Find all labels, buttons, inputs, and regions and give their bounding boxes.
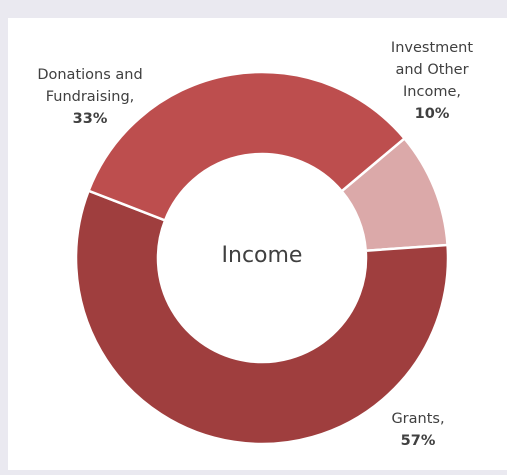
slice-2: [86, 70, 407, 223]
slice-label-line: Donations and: [37, 67, 142, 83]
slice-value-label: 10%: [415, 106, 450, 122]
slice-value-label: 57%: [401, 433, 436, 449]
slice-label-line: and Other: [395, 62, 468, 78]
slice-label-1: Grants, 57%: [391, 411, 444, 449]
slice-value-label: 33%: [73, 111, 108, 127]
center-title: Income: [222, 243, 303, 268]
slice-label-line: Fundraising,: [46, 89, 135, 105]
slice-label-0: Investment and Other Income, 10%: [391, 40, 473, 122]
slice-label-line: Income,: [403, 84, 461, 100]
slice-1: [74, 189, 450, 446]
slice-label-2: Donations and Fundraising, 33%: [37, 67, 142, 127]
slice-label-line: Grants,: [391, 411, 444, 427]
slice-label-line: Investment: [391, 40, 473, 56]
